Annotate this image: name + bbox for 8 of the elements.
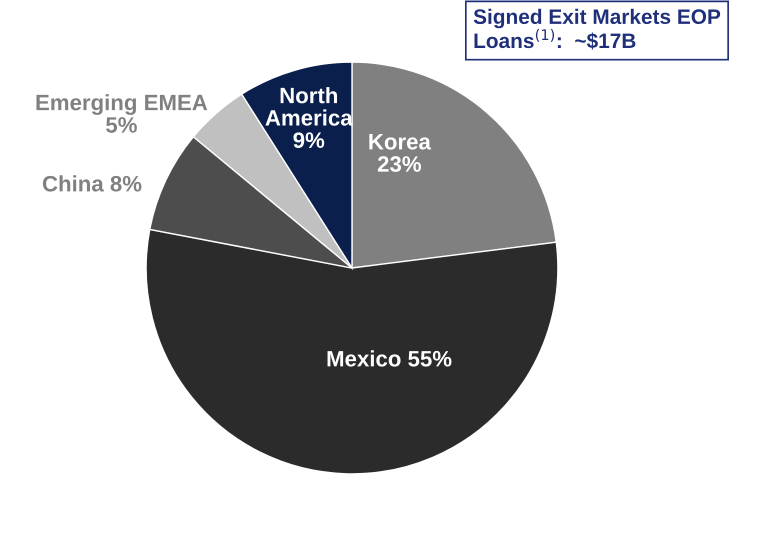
slice-label: Mexico 55% — [328, 350, 452, 367]
data-label: 5% — [106, 117, 137, 133]
slice-label: Korea — [369, 134, 431, 150]
data-label: 9% — [293, 132, 324, 148]
slice-label: China 8% — [42, 175, 142, 192]
data-label: 23% — [378, 156, 422, 172]
slice-label: Emerging EMEA — [36, 94, 208, 115]
chart-title: Signed Exit Markets EOP Loans$^{(1)}$: ~$17B — [474, 8, 720, 50]
